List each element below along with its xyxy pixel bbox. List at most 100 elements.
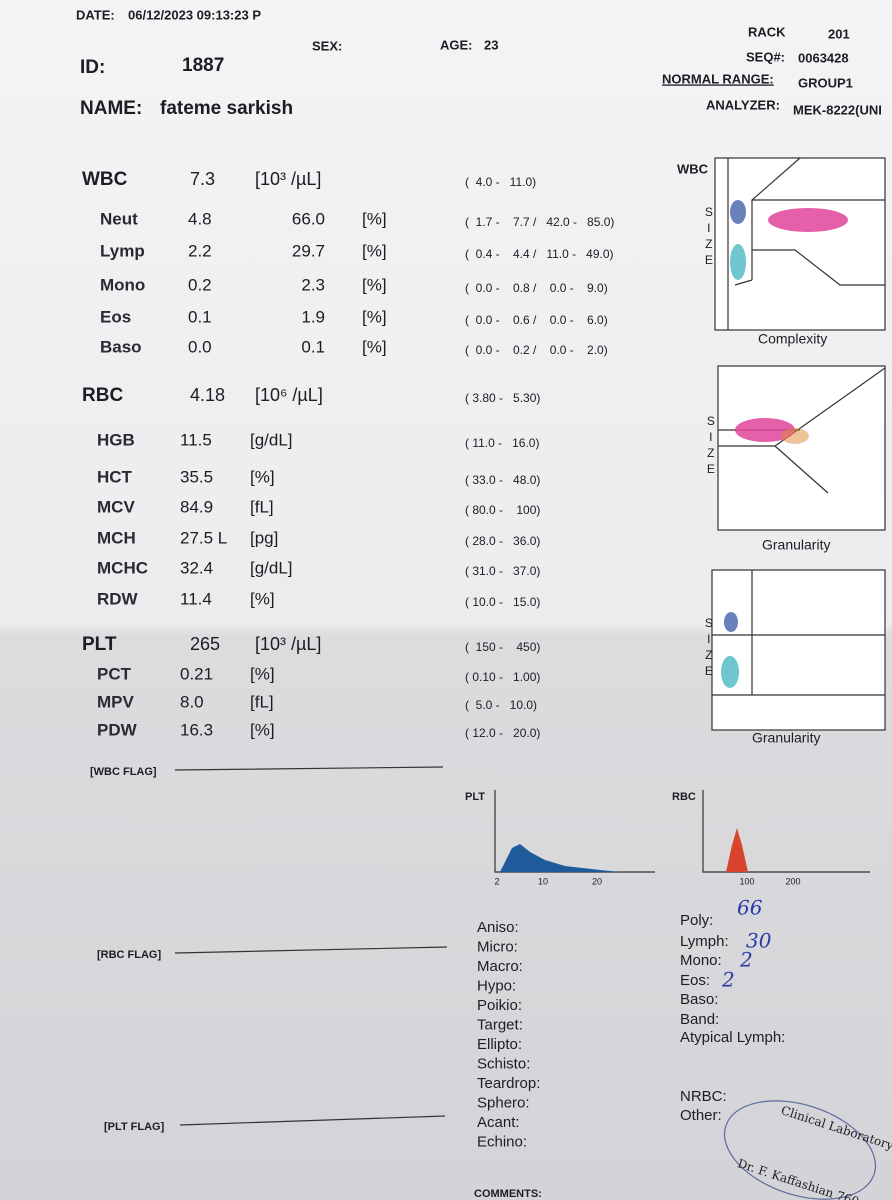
histogram-area	[726, 828, 748, 872]
test-unit: [g/dL]	[250, 430, 293, 449]
scatter-cluster	[724, 612, 738, 632]
test-unit: [%]	[250, 664, 275, 683]
manual-diff-label: Eos:	[680, 972, 710, 989]
test-range: ( 11.0 - 16.0)	[465, 436, 539, 450]
test-percent: 0.1	[301, 337, 325, 356]
test-unit: [g/dL]	[250, 558, 293, 577]
scattergram-box	[714, 157, 886, 331]
test-value: 2.2	[188, 241, 212, 260]
test-value: 35.5	[180, 467, 213, 486]
test-unit: [10⁶ /µL]	[255, 385, 323, 405]
morphology-label: Target:	[477, 1016, 523, 1033]
test-unit: [%]	[250, 720, 275, 739]
date-label: DATE:	[76, 7, 115, 22]
test-range: ( 1.7 - 7.7 / 42.0 - 85.0)	[465, 215, 614, 229]
scattergram-x-label: Granularity	[752, 730, 820, 746]
seq: 0063428	[798, 50, 849, 65]
test-name: MCH	[97, 528, 136, 547]
histogram-tick: 100	[739, 876, 754, 886]
flag-label: [WBC FLAG]	[90, 766, 157, 778]
manual-diff-label: NRBC:	[680, 1088, 727, 1105]
test-range: ( 0.0 - 0.2 / 0.0 - 2.0)	[465, 343, 608, 357]
scatter-cluster	[730, 200, 746, 224]
test-value: 0.2	[188, 275, 212, 294]
test-name: WBC	[82, 169, 128, 190]
test-unit: [%]	[250, 589, 275, 608]
test-percent: 2.3	[301, 275, 325, 294]
scattergram-title: WBC	[677, 161, 709, 176]
histogram-tick: 10	[538, 876, 548, 886]
test-range: ( 3.80 - 5.30)	[465, 391, 540, 405]
date: 06/12/2023 09:13:23 P	[128, 7, 261, 22]
test-range: ( 150 - 450)	[465, 640, 540, 654]
morphology-label: Teardrop:	[477, 1075, 540, 1092]
name-label: NAME:	[80, 98, 142, 119]
histogram-title: PLT	[465, 791, 485, 803]
test-range: ( 4.0 - 11.0)	[465, 175, 536, 189]
scatter-cluster	[730, 244, 746, 280]
test-name: Lymp	[100, 241, 145, 260]
test-name: PLT	[82, 634, 117, 655]
normal-range: GROUP1	[798, 75, 853, 90]
manual-diff-label: Mono:	[680, 952, 722, 969]
test-name: Eos	[100, 307, 131, 326]
scatter-cluster	[721, 656, 739, 688]
test-value: 11.4	[180, 589, 212, 608]
test-percent: 1.9	[301, 307, 325, 326]
test-name: MPV	[97, 692, 135, 711]
scattergram-box	[711, 569, 886, 731]
test-range: ( 0.10 - 1.00)	[465, 670, 540, 684]
scattergram-y-label: SIZE	[704, 414, 718, 478]
test-name: MCV	[97, 497, 135, 516]
test-range: ( 80.0 - 100)	[465, 503, 540, 517]
test-range: ( 10.0 - 15.0)	[465, 595, 540, 609]
scattergram-x-label: Complexity	[758, 331, 827, 347]
histogram-tick: 200	[785, 876, 800, 886]
morphology-label: Hypo:	[477, 977, 516, 994]
test-value: 0.0	[188, 337, 212, 356]
test-value: 11.5	[180, 430, 212, 449]
analyzer-label: ANALYZER:	[706, 97, 780, 112]
stamp-ring	[723, 1100, 877, 1200]
test-name: HGB	[97, 430, 135, 449]
morphology-label: Poikio:	[477, 997, 522, 1014]
test-name: HCT	[97, 467, 133, 486]
test-name: Baso	[100, 337, 142, 356]
morphology-label: Sphero:	[477, 1094, 530, 1111]
age: 23	[484, 37, 498, 52]
scattergram-box	[717, 365, 886, 531]
test-name: RDW	[97, 589, 139, 608]
test-range: ( 12.0 - 20.0)	[465, 726, 540, 740]
morphology-label: Macro:	[477, 958, 523, 975]
test-unit: [10³ /µL]	[255, 169, 321, 189]
manual-diff-value: 2	[739, 948, 753, 972]
manual-diff-value: 66	[737, 896, 763, 920]
manual-diff-label: Lymph:	[680, 933, 729, 950]
test-percent-unit: [%]	[362, 241, 387, 260]
test-percent-unit: [%]	[362, 209, 387, 228]
test-percent-unit: [%]	[362, 275, 387, 294]
scatter-cluster	[735, 418, 795, 442]
manual-diff-label: Atypical Lymph:	[680, 1029, 785, 1046]
scattergram-y-label: SIZE	[702, 205, 716, 269]
scattergram-gates	[727, 157, 885, 330]
manual-diff-label: Poly:	[680, 912, 713, 929]
age-label: AGE:	[440, 37, 473, 52]
test-value: 4.8	[188, 209, 212, 228]
scatter-cluster	[781, 428, 809, 444]
morphology-label: Schisto:	[477, 1055, 530, 1072]
manual-diff-label: Baso:	[680, 991, 718, 1008]
histogram-area	[500, 844, 620, 872]
test-value: 0.1	[188, 307, 212, 326]
flag-label: [RBC FLAG]	[97, 949, 161, 961]
test-percent-unit: [%]	[362, 307, 387, 326]
test-name: Neut	[100, 209, 138, 228]
comments-label: COMMENTS:	[474, 1188, 542, 1200]
test-range: ( 0.0 - 0.6 / 0.0 - 6.0)	[465, 313, 608, 327]
test-range: ( 0.0 - 0.8 / 0.0 - 9.0)	[465, 281, 608, 295]
normal-range-label: NORMAL RANGE:	[662, 71, 774, 86]
morphology-label: Aniso:	[477, 919, 519, 936]
patient-name: fateme sarkish	[160, 98, 293, 119]
morphology-label: Ellipto:	[477, 1036, 522, 1053]
test-range: ( 31.0 - 37.0)	[465, 564, 540, 578]
